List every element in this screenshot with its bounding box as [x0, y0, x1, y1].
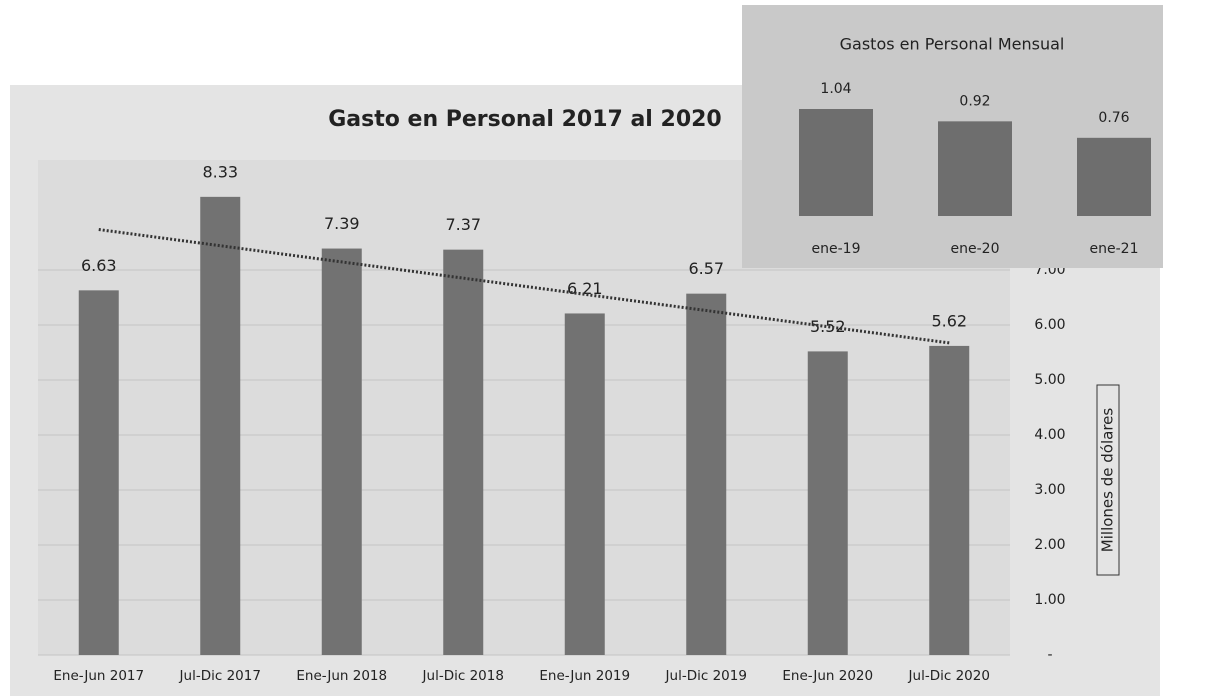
- bar: [807, 351, 848, 655]
- bar: [686, 293, 727, 655]
- y-tick-label: 4.00: [1034, 427, 1065, 443]
- bar: [1077, 137, 1151, 216]
- bar: [443, 249, 484, 655]
- main-chart: Gasto en Personal 2017 al 2020 - 1.00 2.00 3…: [38, 107, 1120, 684]
- x-tick-label: Ene-Jun 2017: [53, 668, 144, 684]
- bar: [200, 196, 241, 655]
- bar: [564, 313, 605, 655]
- value-label: 0.76: [1098, 110, 1129, 126]
- x-tick-label: Ene-Jun 2019: [539, 668, 630, 684]
- y-tick-label: 2.00: [1034, 537, 1065, 553]
- bar: [799, 109, 873, 216]
- value-label: 6.57: [688, 259, 724, 278]
- trend-line: [98, 228, 950, 345]
- x-tick-label: Jul-Dic 2019: [665, 668, 747, 684]
- inset-title: Gastos en Personal Mensual: [840, 35, 1065, 54]
- value-label: 6.21: [567, 279, 603, 298]
- x-tick-label: Jul-Dic 2018: [422, 668, 504, 684]
- x-tick-label: Jul-Dic 2020: [908, 668, 990, 684]
- chart-title: Gasto en Personal 2017 al 2020: [328, 107, 722, 132]
- bar: [78, 290, 119, 655]
- y-tick-label: 3.00: [1034, 482, 1065, 498]
- x-tick-label: Ene-Jun 2018: [296, 668, 387, 684]
- x-tick-label: ene-19: [812, 241, 861, 257]
- value-label: 6.63: [81, 256, 117, 275]
- bar: [938, 121, 1012, 216]
- inset-chart: Gastos en Personal Mensual 1.04 ene-19 0.92…: [799, 35, 1151, 257]
- y-tick-label: 5.00: [1034, 372, 1065, 388]
- value-label: 7.39: [324, 214, 360, 233]
- y-tick-label: 1.00: [1034, 592, 1065, 608]
- value-label: 8.33: [202, 162, 238, 181]
- x-tick-label: Ene-Jun 2020: [782, 668, 873, 684]
- value-label: 0.92: [959, 93, 990, 109]
- x-tick-label: Jul-Dic 2017: [179, 668, 261, 684]
- y-tick-label: -: [1047, 647, 1052, 663]
- y-axis-label-box: [1096, 384, 1120, 576]
- x-tick-label: ene-21: [1090, 241, 1139, 257]
- y-tick-label: 6.00: [1034, 317, 1065, 333]
- value-label: 1.04: [820, 81, 851, 97]
- bar: [321, 248, 362, 656]
- x-tick-label: ene-20: [951, 241, 1000, 257]
- value-label: 7.37: [445, 215, 481, 234]
- value-label: 5.62: [931, 311, 967, 330]
- value-label: 5.52: [810, 317, 846, 336]
- bar: [929, 345, 970, 655]
- y-axis-label: Millones de dólares: [1099, 408, 1117, 553]
